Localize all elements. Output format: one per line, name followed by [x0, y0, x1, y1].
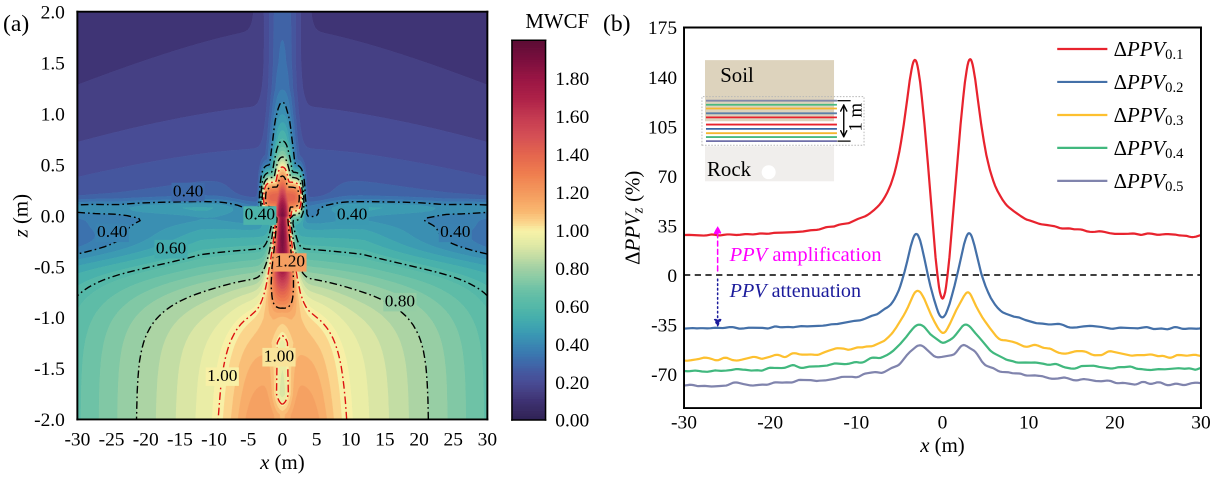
- svg-text:-25: -25: [99, 429, 125, 450]
- svg-text:15: 15: [375, 429, 394, 450]
- svg-text:-1.0: -1.0: [34, 308, 65, 329]
- svg-text:Δ P P V: Δ P P V 0 . 2: [1114, 69, 1184, 97]
- svg-text:x ( m: x ( m ): [919, 432, 965, 457]
- svg-text:2.0: 2.0: [41, 2, 65, 23]
- svg-text:20: 20: [409, 429, 428, 450]
- svg-text:-2.0: -2.0: [34, 410, 65, 431]
- svg-text:-20: -20: [757, 412, 783, 433]
- svg-text:70: 70: [658, 167, 677, 188]
- svg-text:z ( m: z ( m ): [7, 194, 32, 238]
- svg-text:-35: -35: [651, 315, 677, 336]
- svg-text:-30: -30: [64, 429, 90, 450]
- svg-text:x ( m: x ( m ): [259, 449, 305, 474]
- svg-text:1.00: 1.00: [207, 366, 238, 385]
- svg-text:175: 175: [648, 18, 677, 39]
- svg-text:0.80: 0.80: [555, 259, 589, 280]
- svg-text:0: 0: [278, 429, 288, 450]
- svg-text:Δ P P V: Δ P P V 0 . 1: [1114, 36, 1184, 64]
- svg-text:-70: -70: [651, 365, 677, 386]
- svg-text:1 m: 1 m: [846, 102, 867, 131]
- svg-text:1.5: 1.5: [41, 53, 65, 74]
- svg-text:0.80: 0.80: [385, 291, 416, 310]
- svg-text:0.40: 0.40: [97, 222, 128, 241]
- svg-text:0.40: 0.40: [337, 205, 368, 224]
- svg-text:Soil: Soil: [720, 63, 754, 87]
- svg-text:105: 105: [648, 117, 677, 138]
- svg-text:5: 5: [312, 429, 322, 450]
- svg-text:-10: -10: [843, 412, 869, 433]
- svg-text:Δ ( %: Δ ( % ) P P V z: [620, 165, 647, 265]
- svg-text:-0.5: -0.5: [34, 257, 65, 278]
- svg-text:0.20: 0.20: [555, 373, 589, 394]
- svg-text:-30: -30: [671, 412, 697, 433]
- svg-text:30: 30: [1191, 412, 1210, 433]
- svg-text:0.40: 0.40: [173, 181, 204, 200]
- svg-text:-5: -5: [240, 429, 256, 450]
- svg-text:1.20: 1.20: [275, 252, 306, 271]
- svg-text:10: 10: [341, 429, 360, 450]
- svg-text:1.20: 1.20: [555, 183, 589, 204]
- svg-text:0.40: 0.40: [555, 335, 589, 356]
- svg-text:0: 0: [938, 412, 948, 433]
- svg-text:0.00: 0.00: [555, 411, 589, 432]
- svg-text:Δ P P V: Δ P P V 0 . 3: [1114, 102, 1184, 130]
- svg-text:0.60: 0.60: [156, 238, 187, 257]
- svg-text:P P V: P P V a t t e n u a t i o n: [729, 277, 861, 302]
- svg-text:0.40: 0.40: [440, 222, 471, 241]
- svg-text:Δ P P V: Δ P P V 0 . 5: [1114, 168, 1184, 196]
- svg-text:(a): (a): [3, 11, 29, 37]
- svg-text:Rock: Rock: [707, 157, 752, 181]
- svg-text:0.5: 0.5: [41, 155, 65, 176]
- svg-text:-1.5: -1.5: [34, 359, 65, 380]
- svg-text:Δ P P V: Δ P P V 0 . 4: [1114, 135, 1185, 163]
- svg-text:1.80: 1.80: [555, 69, 589, 90]
- svg-text:140: 140: [648, 68, 677, 89]
- svg-text:25: 25: [444, 429, 463, 450]
- svg-text:1.00: 1.00: [264, 346, 295, 365]
- svg-text:-10: -10: [201, 429, 227, 450]
- svg-text:MWCF: MWCF: [525, 9, 589, 33]
- svg-text:0.0: 0.0: [41, 206, 65, 227]
- svg-text:-15: -15: [167, 429, 193, 450]
- svg-text:30: 30: [478, 429, 497, 450]
- svg-text:1.60: 1.60: [555, 107, 589, 128]
- svg-text:1.00: 1.00: [555, 221, 589, 242]
- svg-text:35: 35: [658, 216, 677, 237]
- svg-text:P P V: P P V a m p l i f i c a t i o n: [729, 241, 882, 266]
- svg-text:-20: -20: [133, 429, 159, 450]
- svg-text:20: 20: [1105, 412, 1124, 433]
- svg-text:1.0: 1.0: [41, 104, 65, 125]
- svg-text:10: 10: [1019, 412, 1038, 433]
- svg-text:1.40: 1.40: [555, 145, 589, 166]
- svg-text:(b): (b): [603, 11, 631, 37]
- svg-text:0: 0: [667, 266, 677, 287]
- svg-text:0.60: 0.60: [555, 297, 589, 318]
- svg-text:0.40: 0.40: [245, 205, 276, 224]
